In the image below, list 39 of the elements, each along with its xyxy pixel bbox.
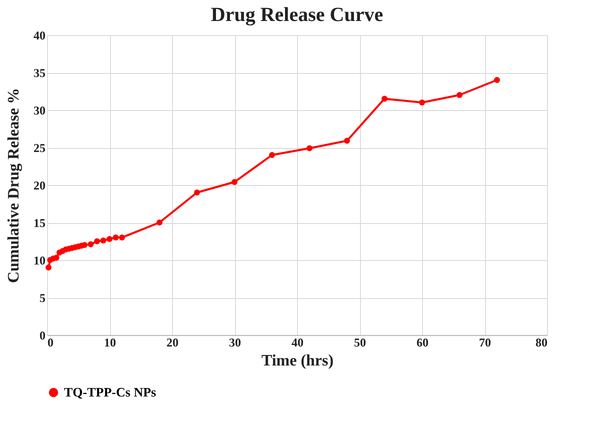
- point: [306, 145, 312, 152]
- y-tick-label: 20: [34, 178, 46, 192]
- x-tick-label: 70: [479, 336, 491, 350]
- y-axis-title: Cumulative Drug Release %: [6, 88, 22, 284]
- x-tick-label: 80: [536, 336, 548, 350]
- point: [494, 77, 500, 83]
- point: [269, 152, 275, 158]
- point: [94, 238, 100, 244]
- y-tick-label: 5: [40, 291, 46, 305]
- x-tick-label: 10: [104, 336, 116, 350]
- x-tick-label: 60: [416, 336, 428, 350]
- point: [106, 236, 112, 242]
- point: [232, 179, 238, 185]
- point: [88, 241, 94, 248]
- y-tick-label: 15: [34, 216, 46, 230]
- point: [46, 264, 52, 270]
- y-tick-label: 35: [34, 66, 46, 80]
- point: [100, 238, 106, 244]
- point: [53, 254, 60, 261]
- legend-label: TQ-TPP-Cs NPs: [64, 384, 156, 400]
- y-tick-label: 25: [34, 141, 46, 155]
- point: [112, 234, 119, 240]
- point: [344, 138, 350, 144]
- x-tick-label: 40: [292, 336, 304, 350]
- point: [419, 100, 425, 106]
- point: [119, 234, 125, 240]
- x-tick-label: 20: [166, 336, 178, 350]
- point: [382, 96, 388, 102]
- chart-title: Drug Release Curve: [210, 4, 384, 26]
- x-axis-title: Time (hrs): [261, 352, 334, 370]
- y-tick-label: 30: [34, 104, 46, 118]
- point: [156, 220, 162, 226]
- point: [82, 242, 88, 248]
- y-tick-label: 40: [34, 28, 46, 42]
- x-tick-label: 50: [354, 336, 366, 350]
- point: [194, 190, 200, 196]
- y-tick-label: 10: [34, 254, 46, 268]
- x-tick-label: 30: [229, 336, 241, 350]
- point: [456, 92, 462, 98]
